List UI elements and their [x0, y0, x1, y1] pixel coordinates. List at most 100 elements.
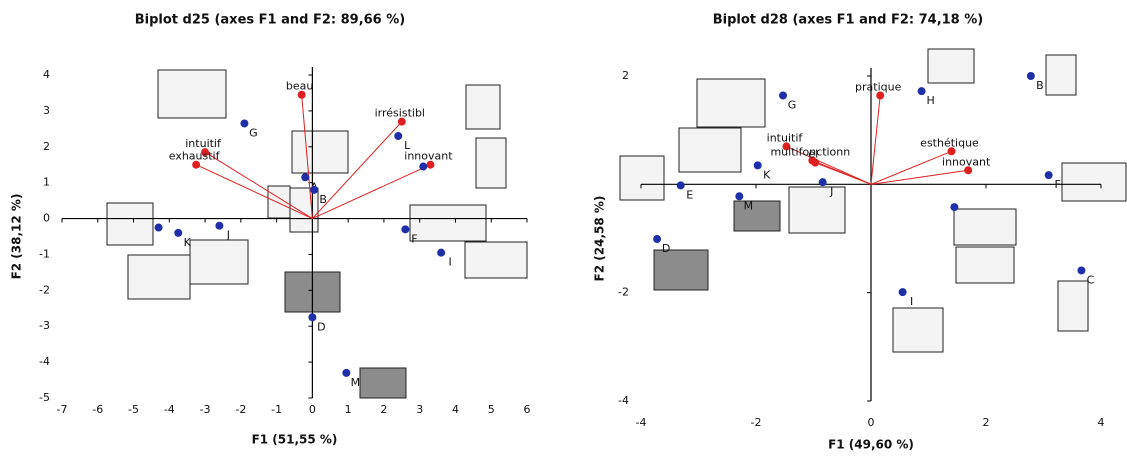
variable-label: beau: [286, 80, 313, 93]
loading-vector: [312, 121, 403, 219]
observation-label: F: [1055, 178, 1061, 191]
loading-vector: [870, 150, 952, 185]
x-tick-label: -5: [128, 403, 139, 416]
variable-label: intuitif: [767, 131, 804, 144]
loading-vector: [301, 94, 313, 219]
observation-point: [818, 178, 827, 187]
observation-label: B: [319, 193, 327, 206]
x-tick-label: 6: [524, 403, 531, 416]
observation-point: [950, 203, 959, 212]
observation-point: [1026, 72, 1035, 80]
loading-vector: [786, 145, 872, 185]
variable-label: intuitif: [185, 137, 222, 150]
x-tick-label: 4: [452, 403, 459, 416]
observation-point: [917, 87, 926, 96]
observation-point: [676, 181, 685, 190]
observation-point: [215, 221, 224, 230]
loading-vector: [815, 162, 872, 185]
x-tick-label: 0: [309, 403, 316, 416]
loading-vector: [870, 169, 969, 185]
variable-point: [964, 166, 973, 175]
observation-label: H: [926, 94, 934, 107]
x-axis-title: F1 (51,55 %): [252, 433, 338, 447]
x-tick-label: -6: [92, 403, 103, 416]
observation-point: [394, 132, 403, 141]
variable-label: pratique: [855, 81, 902, 94]
observation-point: [310, 185, 319, 194]
x-tick-label: -4: [636, 416, 647, 429]
variable-label: innovant: [404, 150, 453, 163]
loading-vector: [195, 164, 313, 220]
variable-label: exhaustif: [169, 150, 221, 163]
x-tick-label: -7: [57, 403, 68, 416]
x-tick-label: -2: [751, 416, 762, 429]
x-tick-label: -3: [200, 403, 211, 416]
y-tick-label: 1: [43, 176, 50, 189]
x-tick-label: 4: [1098, 416, 1105, 429]
observation-point: [437, 248, 446, 257]
y-tick-label: 4: [43, 68, 50, 81]
y-tick-label: -2: [618, 286, 629, 299]
observation-label: D: [317, 320, 325, 333]
observation-label: K: [184, 236, 192, 249]
variable-point: [426, 160, 435, 169]
variable-label: irrésistibl: [375, 107, 425, 120]
y-tick-label: 2: [622, 69, 629, 82]
y-tick-label: 2: [43, 140, 50, 153]
observation-label: K: [763, 168, 771, 181]
observation-label: J: [829, 185, 833, 198]
observation-point: [419, 162, 428, 171]
observation-point: [174, 228, 183, 237]
observation-label: B: [1036, 79, 1044, 92]
observation-label: E: [686, 188, 693, 201]
y-tick-label: 3: [43, 104, 50, 117]
x-tick-label: -2: [235, 403, 246, 416]
observation-label: F: [411, 232, 417, 245]
observation-point: [1044, 171, 1053, 180]
variable-point: [397, 117, 406, 126]
x-tick-label: 2: [983, 416, 990, 429]
chart-title: Biplot d28 (axes F1 and F2: 74,18 %): [713, 13, 983, 28]
observation-point: [1077, 266, 1086, 275]
x-tick-label: 2: [380, 403, 387, 416]
x-tick-label: -4: [164, 403, 175, 416]
observation-point: [342, 368, 351, 377]
variable-label: innovant: [942, 155, 991, 168]
observation-label: J: [226, 229, 230, 242]
variable-point: [947, 147, 956, 156]
observation-point: [301, 173, 310, 182]
chart-title: Biplot d25 (axes F1 and F2: 89,66 %): [135, 13, 405, 28]
variable-point: [297, 90, 306, 99]
observation-point: [240, 119, 249, 128]
observation-label: G: [788, 99, 797, 112]
x-tick-label: -1: [271, 403, 282, 416]
observation-point: [779, 91, 788, 100]
y-tick-label: 0: [43, 212, 50, 225]
variable-label: esthétique: [920, 136, 979, 149]
observation-label: M: [351, 376, 361, 389]
y-tick-label: -2: [39, 283, 50, 296]
observation-point: [154, 223, 163, 232]
observation-label: I: [910, 295, 913, 308]
variable-label: el: [808, 148, 818, 161]
observation-label: L: [404, 139, 411, 152]
observation-label: G: [249, 126, 258, 139]
y-axis-title: F2 (38,12 %): [10, 194, 24, 280]
y-tick-label: -5: [39, 391, 50, 404]
observation-label: C: [1087, 273, 1095, 286]
observation-label: I: [449, 256, 452, 269]
x-tick-label: 3: [416, 403, 423, 416]
observation-point: [308, 313, 317, 322]
loading-vector: [870, 95, 881, 185]
loading-vector: [312, 164, 431, 220]
y-tick-label: -1: [39, 247, 50, 260]
observation-point: [753, 161, 762, 170]
y-tick-label: -3: [39, 319, 50, 332]
variable-point: [192, 160, 201, 169]
variable-point: [876, 91, 885, 100]
loading-vector: [204, 151, 313, 219]
x-tick-label: 0: [868, 416, 875, 429]
y-tick-label: -4: [39, 355, 50, 368]
variable-point: [201, 148, 210, 157]
